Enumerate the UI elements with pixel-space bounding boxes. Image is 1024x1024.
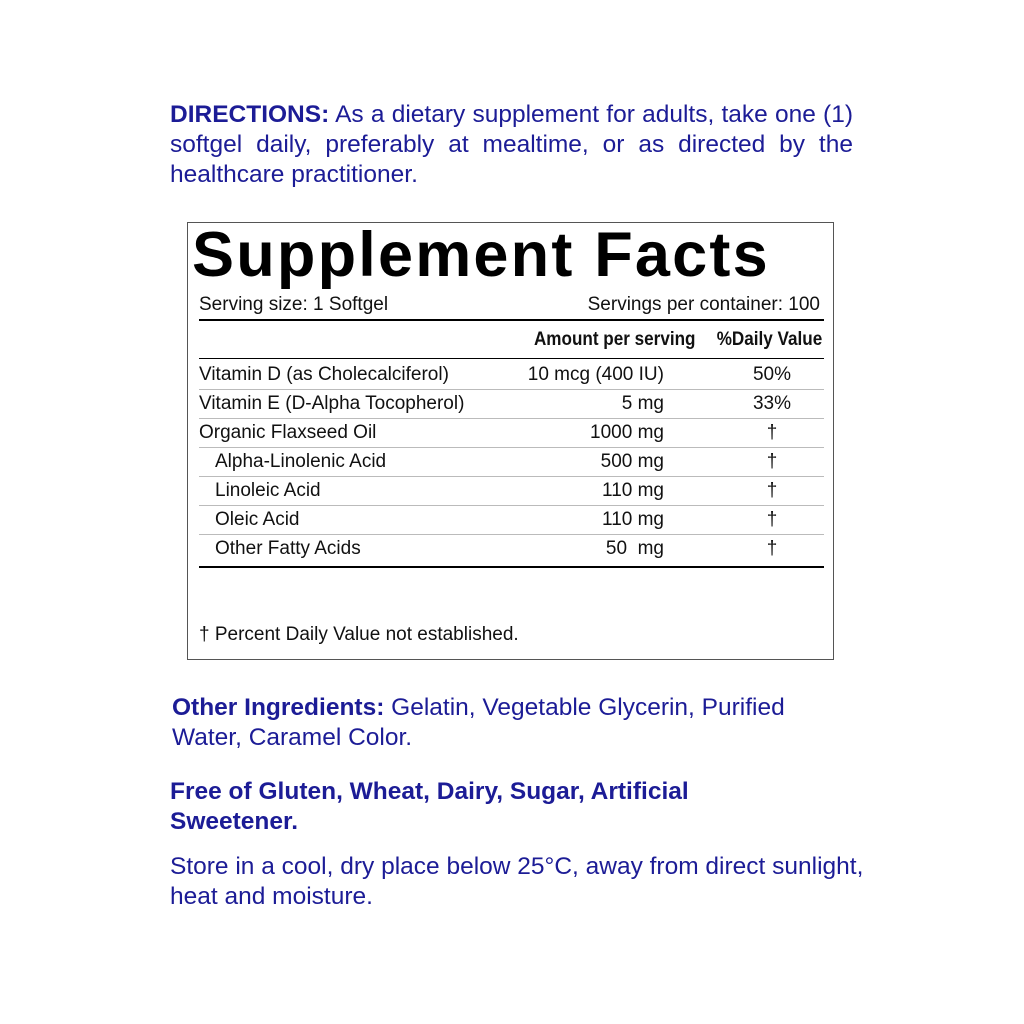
nutrient-row: Linoleic Acid 110 mg † [199, 477, 824, 506]
nutrient-row: Organic Flaxseed Oil 1000 mg † [199, 419, 824, 448]
divider [199, 358, 824, 359]
other-ingredients-label: Other Ingredients: [172, 694, 385, 721]
nutrient-row: Alpha-Linolenic Acid 500 mg † [199, 448, 824, 477]
nutrient-amount: 500 mg [600, 451, 664, 472]
directions: DIRECTIONS: As a dietary supplement for … [170, 100, 853, 190]
nutrient-amount: 5 mg [621, 393, 664, 414]
nutrient-daily-value: 33% [752, 393, 792, 414]
nutrient-amount: 110 mg [602, 480, 664, 501]
nutrient-daily-value: † [766, 422, 778, 443]
directions-label: DIRECTIONS: [170, 101, 330, 128]
col-dv-header: %Daily Value [716, 329, 822, 350]
nutrient-row: Other Fatty Acids 50 mg † [199, 535, 824, 564]
nutrient-amount: 1000 mg [590, 422, 664, 443]
nutrient-amount: 50 mg [605, 538, 664, 559]
directions-text: As a dietary supplement for adults, take… [170, 101, 853, 188]
nutrient-row: Vitamin D (as Cholecalciferol) 10 mcg (40… [199, 361, 824, 390]
divider [199, 319, 824, 321]
storage-instructions: Store in a cool, dry place below 25°C, a… [170, 853, 864, 910]
nutrient-name: Oleic Acid [215, 509, 300, 530]
nutrient-daily-value: 50% [752, 364, 792, 385]
nutrient-name: Vitamin E (D-Alpha Tocopherol) [199, 393, 465, 414]
nutrient-daily-value: † [766, 480, 778, 501]
nutrient-amount: 110 mg [602, 509, 664, 530]
nutrient-daily-value: † [766, 538, 778, 559]
nutrient-daily-value: † [766, 509, 778, 530]
nutrient-name: Organic Flaxseed Oil [199, 422, 377, 443]
nutrient-name: Alpha-Linolenic Acid [215, 451, 387, 472]
nutrient-name: Other Fatty Acids [215, 538, 361, 559]
nutrient-name: Vitamin D (as Cholecalciferol) [199, 364, 449, 385]
footnote: † Percent Daily Value not established. [199, 624, 519, 645]
col-amount-header: Amount per serving [533, 329, 695, 350]
free-of-statement: Free of Gluten, Wheat, Dairy, Sugar, Art… [170, 778, 689, 835]
other-ingredients-text: Gelatin, Vegetable Glycerin, Purified Wa… [172, 694, 785, 751]
servings-per-container: Servings per container: 100 [587, 294, 820, 315]
nutrient-row: Vitamin E (D-Alpha Tocopherol) 5 mg 33% [199, 390, 824, 419]
serving-size: Serving size: 1 Softgel [199, 294, 389, 315]
nutrient-daily-value: † [766, 451, 778, 472]
nutrient-name: Linoleic Acid [215, 480, 321, 501]
facts-title: Supplement Facts [192, 220, 770, 290]
other-ingredients: Other Ingredients: Gelatin, Vegetable Gl… [172, 693, 812, 753]
supplement-facts-panel: Supplement Facts Serving size: 1 Softgel… [187, 220, 834, 660]
divider [199, 566, 824, 568]
nutrient-row: Oleic Acid 110 mg † [199, 506, 824, 535]
nutrient-amount: 10 mcg (400 IU) [527, 364, 664, 385]
